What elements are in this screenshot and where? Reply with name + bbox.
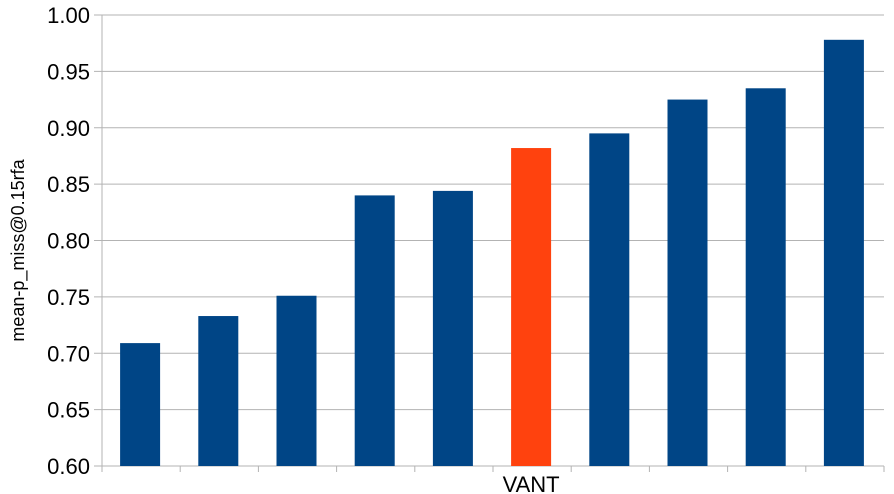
y-tick-label: 1.00 [47, 3, 90, 28]
bar [432, 190, 473, 466]
y-tick-label: 0.60 [47, 454, 90, 479]
bar [589, 133, 630, 466]
y-tick-label: 0.90 [47, 116, 90, 141]
bar-highlight [511, 148, 552, 467]
y-tick-label: 0.80 [47, 229, 90, 254]
y-tick-label: 0.65 [47, 398, 90, 423]
bar [354, 195, 395, 466]
y-tick-label: 0.70 [47, 341, 90, 366]
bar [667, 99, 708, 466]
bars [120, 39, 864, 467]
bar [745, 88, 786, 466]
axes [101, 15, 885, 472]
bar [198, 316, 239, 466]
y-tick-label: 0.75 [47, 285, 90, 310]
y-tick-label: 0.95 [47, 59, 90, 84]
y-axis-title: mean-p_miss@0.15rfa [8, 158, 29, 341]
tick-labels: 0.60 0.65 0.70 0.75 0.80 0.85 0.90 0.95 1.00 VANT [47, 3, 559, 494]
x-category-label: VANT [503, 472, 560, 494]
y-tick-label: 0.85 [47, 172, 90, 197]
bar [120, 343, 161, 466]
bar [823, 39, 864, 467]
bar [276, 295, 317, 466]
